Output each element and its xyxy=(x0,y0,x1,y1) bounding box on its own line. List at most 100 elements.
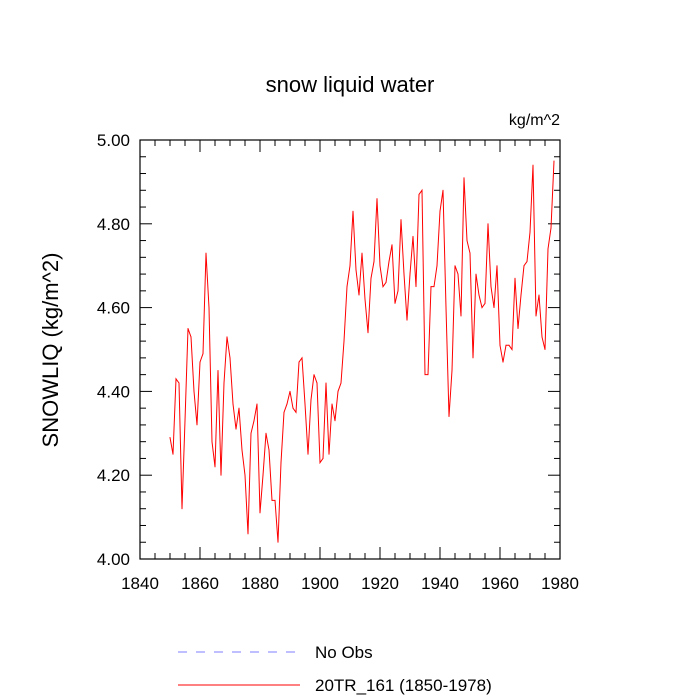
data-point xyxy=(262,474,264,476)
data-point xyxy=(553,160,555,162)
data-point xyxy=(340,382,342,384)
data-point xyxy=(541,336,543,338)
data-point xyxy=(241,449,243,451)
data-point xyxy=(238,407,240,409)
data-point xyxy=(388,261,390,263)
x-ticks: 1840 1860 1880 1900 1920 1940 1960 1980 xyxy=(121,140,579,593)
data-point xyxy=(316,382,318,384)
data-point xyxy=(391,244,393,246)
data-point xyxy=(364,298,366,300)
units-label: kg/m^2 xyxy=(509,112,560,129)
data-point xyxy=(346,286,348,288)
data-point xyxy=(268,449,270,451)
data-point xyxy=(211,441,213,443)
data-point xyxy=(289,390,291,392)
data-point xyxy=(250,432,252,434)
data-point xyxy=(271,499,273,501)
data-point xyxy=(313,374,315,376)
data-point xyxy=(217,369,219,371)
data-point xyxy=(196,424,198,426)
data-point xyxy=(400,219,402,221)
x-tick-label: 1960 xyxy=(481,574,519,593)
data-point xyxy=(319,462,321,464)
data-point xyxy=(286,403,288,405)
data-point xyxy=(370,277,372,279)
data-point xyxy=(178,382,180,384)
data-point xyxy=(244,474,246,476)
data-point xyxy=(469,252,471,254)
data-point xyxy=(382,286,384,288)
data-point xyxy=(322,457,324,459)
data-point xyxy=(169,436,171,438)
data-point xyxy=(409,273,411,275)
data-point xyxy=(172,453,174,455)
data-point xyxy=(292,407,294,409)
data-point xyxy=(208,307,210,309)
data-point xyxy=(478,294,480,296)
data-point xyxy=(376,198,378,200)
data-point xyxy=(367,332,369,334)
data-point xyxy=(301,357,303,359)
data-point xyxy=(235,428,237,430)
data-point xyxy=(415,286,417,288)
data-point xyxy=(418,193,420,195)
data-point xyxy=(535,315,537,317)
series-points xyxy=(169,160,555,543)
data-point xyxy=(247,533,249,535)
data-point xyxy=(544,349,546,350)
legend: No Obs 20TR_161 (1850-1978) xyxy=(178,643,492,695)
data-point xyxy=(181,508,183,510)
x-tick-label: 1920 xyxy=(361,574,399,593)
data-point xyxy=(484,302,486,304)
data-point xyxy=(481,307,483,309)
data-point xyxy=(295,411,297,413)
data-point xyxy=(265,432,267,434)
data-point xyxy=(175,378,177,380)
data-point xyxy=(466,240,468,242)
data-point xyxy=(472,357,474,359)
legend-label-no-obs: No Obs xyxy=(315,643,373,662)
data-point xyxy=(397,290,399,292)
x-tick-label: 1860 xyxy=(181,574,219,593)
data-point xyxy=(427,374,429,376)
plot-frame xyxy=(139,139,561,560)
data-point xyxy=(337,390,339,392)
data-point xyxy=(511,349,513,350)
y-tick-label: 4.20 xyxy=(97,466,130,485)
data-point xyxy=(187,328,189,330)
data-point xyxy=(223,382,225,384)
data-point xyxy=(433,286,435,288)
data-point xyxy=(310,399,312,401)
y-tick-label: 5.00 xyxy=(97,131,130,150)
data-point xyxy=(412,235,414,237)
y-axis-label: SNOWLIQ (kg/m^2) xyxy=(38,253,63,448)
data-point xyxy=(334,420,336,422)
data-point xyxy=(331,403,333,405)
data-point xyxy=(406,319,408,321)
data-point xyxy=(502,361,504,363)
data-point xyxy=(439,210,441,212)
data-point xyxy=(184,420,186,422)
data-point xyxy=(475,273,477,275)
data-point xyxy=(259,512,261,514)
data-point xyxy=(373,261,375,263)
data-point xyxy=(487,223,489,225)
data-point xyxy=(199,361,201,363)
data-point xyxy=(352,210,354,212)
data-point xyxy=(445,307,447,309)
data-point xyxy=(358,294,360,296)
data-point xyxy=(325,382,327,384)
data-point xyxy=(421,189,423,191)
data-point xyxy=(451,369,453,371)
x-tick-label: 1940 xyxy=(421,574,459,593)
data-point xyxy=(496,265,498,267)
data-point xyxy=(328,453,330,455)
data-point xyxy=(361,252,363,254)
data-point xyxy=(355,269,357,271)
x-tick-label: 1900 xyxy=(301,574,339,593)
data-point xyxy=(538,294,540,296)
data-point xyxy=(463,177,465,179)
data-point xyxy=(520,294,522,296)
x-tick-label: 1880 xyxy=(241,574,279,593)
y-tick-label: 4.60 xyxy=(97,299,130,318)
